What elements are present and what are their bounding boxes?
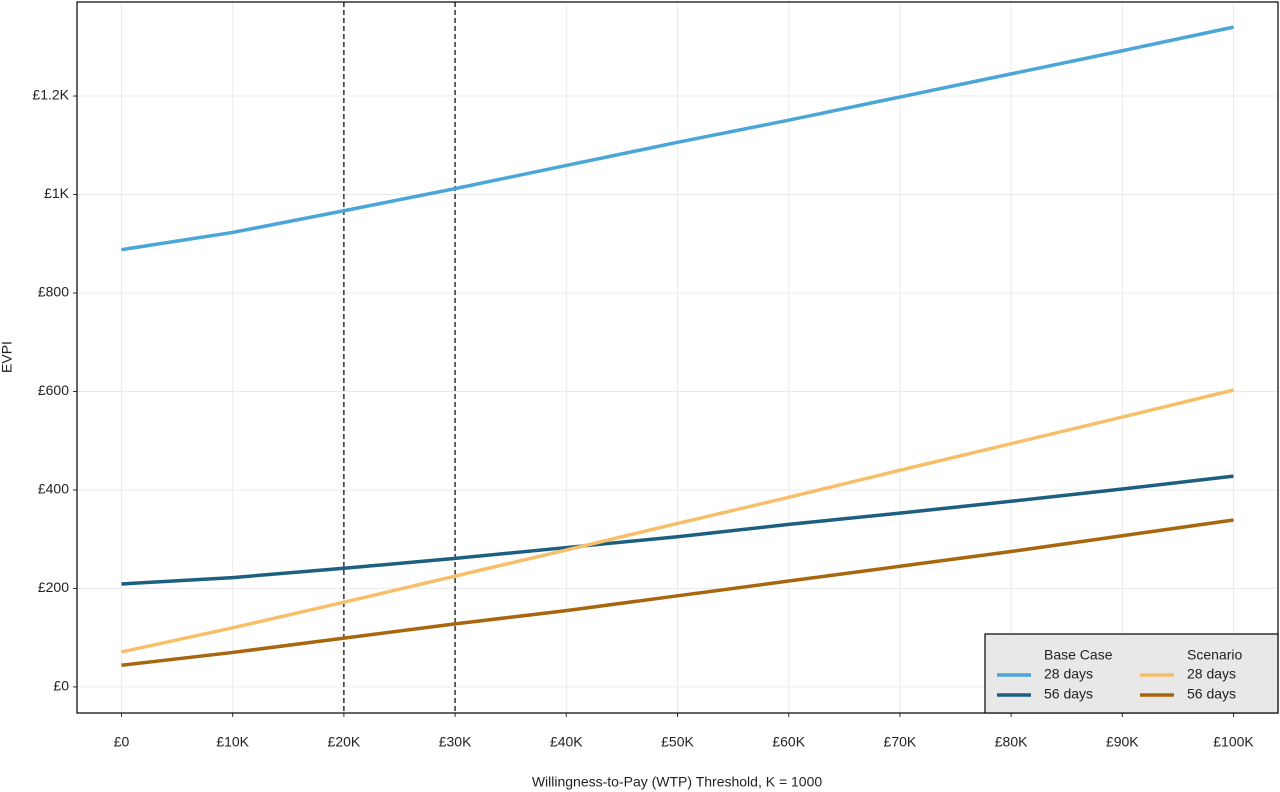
x-tick-label: £80K <box>995 734 1028 750</box>
x-tick-label: £10K <box>216 734 249 750</box>
x-tick-label: £0 <box>114 734 130 750</box>
legend-label: 56 days <box>1187 686 1236 702</box>
legend-title: Base Case <box>1044 647 1113 663</box>
y-tick-label: £200 <box>38 579 69 595</box>
legend-box <box>984 633 1279 714</box>
y-tick-label: £0 <box>53 678 69 694</box>
x-tick-label: £30K <box>439 734 472 750</box>
legend-label: 28 days <box>1044 666 1093 682</box>
x-tick-label: £50K <box>661 734 694 750</box>
series-line <box>121 25 1234 252</box>
y-tick-label: £600 <box>38 382 69 398</box>
legend-title: Scenario <box>1187 647 1242 663</box>
series-line <box>121 518 1234 667</box>
x-tick-label: £20K <box>328 734 361 750</box>
x-tick-label: £40K <box>550 734 583 750</box>
y-tick-label: £1.2K <box>32 87 69 103</box>
legend-label: 28 days <box>1187 666 1236 682</box>
x-tick-label: £90K <box>1106 734 1139 750</box>
x-tick-label: £60K <box>772 734 805 750</box>
series-line <box>121 474 1234 586</box>
y-tick-label: £400 <box>38 481 69 497</box>
plot-border <box>76 1 1279 714</box>
series-line <box>121 388 1234 654</box>
legend-label: 56 days <box>1044 686 1093 702</box>
y-tick-label: £1K <box>44 185 70 201</box>
y-tick-label: £800 <box>38 284 69 300</box>
x-tick-label: £100K <box>1213 734 1254 750</box>
x-tick-label: £70K <box>884 734 917 750</box>
y-axis-label: EVPI <box>0 341 15 373</box>
x-axis-label: Willingness-to-Pay (WTP) Threshold, K = … <box>532 774 823 790</box>
